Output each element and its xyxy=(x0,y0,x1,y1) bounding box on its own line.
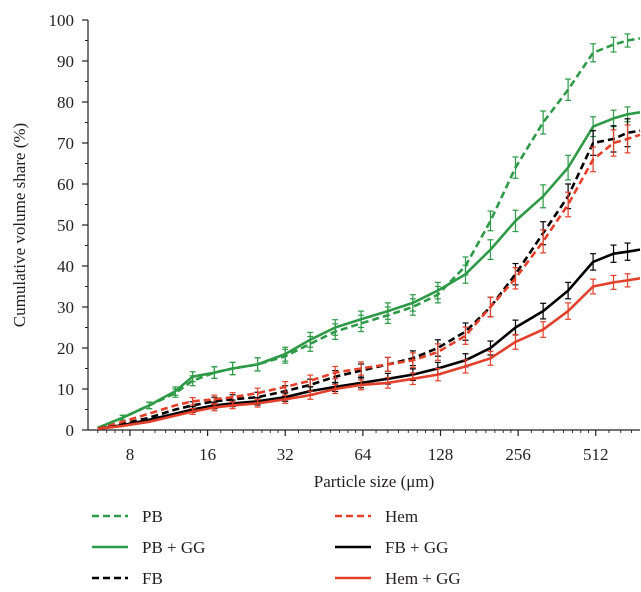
error-bar xyxy=(487,210,494,232)
error-bar xyxy=(189,397,196,406)
legend: PB PB + GG FB Hem FB + GG Hem + GG xyxy=(92,507,461,588)
legend-label: Hem + GG xyxy=(385,569,461,588)
x-tick-label-128: 128 xyxy=(428,445,454,464)
y-tick-label-0: 0 xyxy=(66,421,75,440)
x-tick-label-16: 16 xyxy=(199,445,216,464)
error-bar xyxy=(565,191,572,218)
legend-label: FB + GG xyxy=(385,538,448,557)
error-bar xyxy=(540,110,547,135)
legend-label: FB xyxy=(142,569,163,588)
x-axis-ticks: 8 16 32 64 128 256 512 xyxy=(97,430,632,464)
error-bar xyxy=(434,343,441,361)
x-tick-label-8: 8 xyxy=(126,445,135,464)
y-tick-label-30: 30 xyxy=(57,298,74,317)
series-line xyxy=(97,111,641,430)
y-axis-ticks: 0 10 20 30 40 50 60 70 80 90 100 xyxy=(49,11,88,440)
chart-axes xyxy=(87,20,640,431)
x-tick-label-32: 32 xyxy=(277,445,294,464)
error-bar xyxy=(610,129,617,157)
series-line xyxy=(97,37,641,430)
legend-item: FB xyxy=(92,569,163,588)
y-axis-label: Cumulative volume share (%) xyxy=(10,123,29,327)
x-tick-label-64: 64 xyxy=(354,445,372,464)
series-line xyxy=(97,248,641,431)
legend-label: Hem xyxy=(385,507,418,526)
y-tick-label-50: 50 xyxy=(57,216,74,235)
series-layer xyxy=(97,33,641,431)
legend-item: FB + GG xyxy=(335,538,448,557)
series-line xyxy=(97,277,641,431)
legend-label: PB + GG xyxy=(142,538,205,557)
series-hem-gg xyxy=(97,273,641,431)
y-tick-label-10: 10 xyxy=(57,380,74,399)
error-bar xyxy=(540,229,547,254)
legend-item: PB xyxy=(92,507,163,526)
legend-item: PB + GG xyxy=(92,538,205,557)
legend-item: Hem + GG xyxy=(335,569,461,588)
error-bar xyxy=(610,36,617,53)
y-tick-label-20: 20 xyxy=(57,339,74,358)
error-bar xyxy=(590,43,597,63)
x-tick-label-256: 256 xyxy=(505,445,531,464)
legend-label: PB xyxy=(142,507,163,526)
series-pb-gg xyxy=(97,106,641,430)
x-axis-label: Particle size (μm) xyxy=(314,472,435,491)
legend-item: Hem xyxy=(335,507,418,526)
y-tick-label-90: 90 xyxy=(57,52,74,71)
y-tick-label-80: 80 xyxy=(57,93,74,112)
y-tick-label-40: 40 xyxy=(57,257,74,276)
y-tick-label-100: 100 xyxy=(49,11,75,30)
y-tick-label-70: 70 xyxy=(57,134,74,153)
series-fb-gg xyxy=(97,242,641,431)
y-tick-label-60: 60 xyxy=(57,175,74,194)
series-hem xyxy=(97,124,641,431)
x-tick-label-512: 512 xyxy=(583,445,609,464)
error-bar xyxy=(462,326,469,345)
